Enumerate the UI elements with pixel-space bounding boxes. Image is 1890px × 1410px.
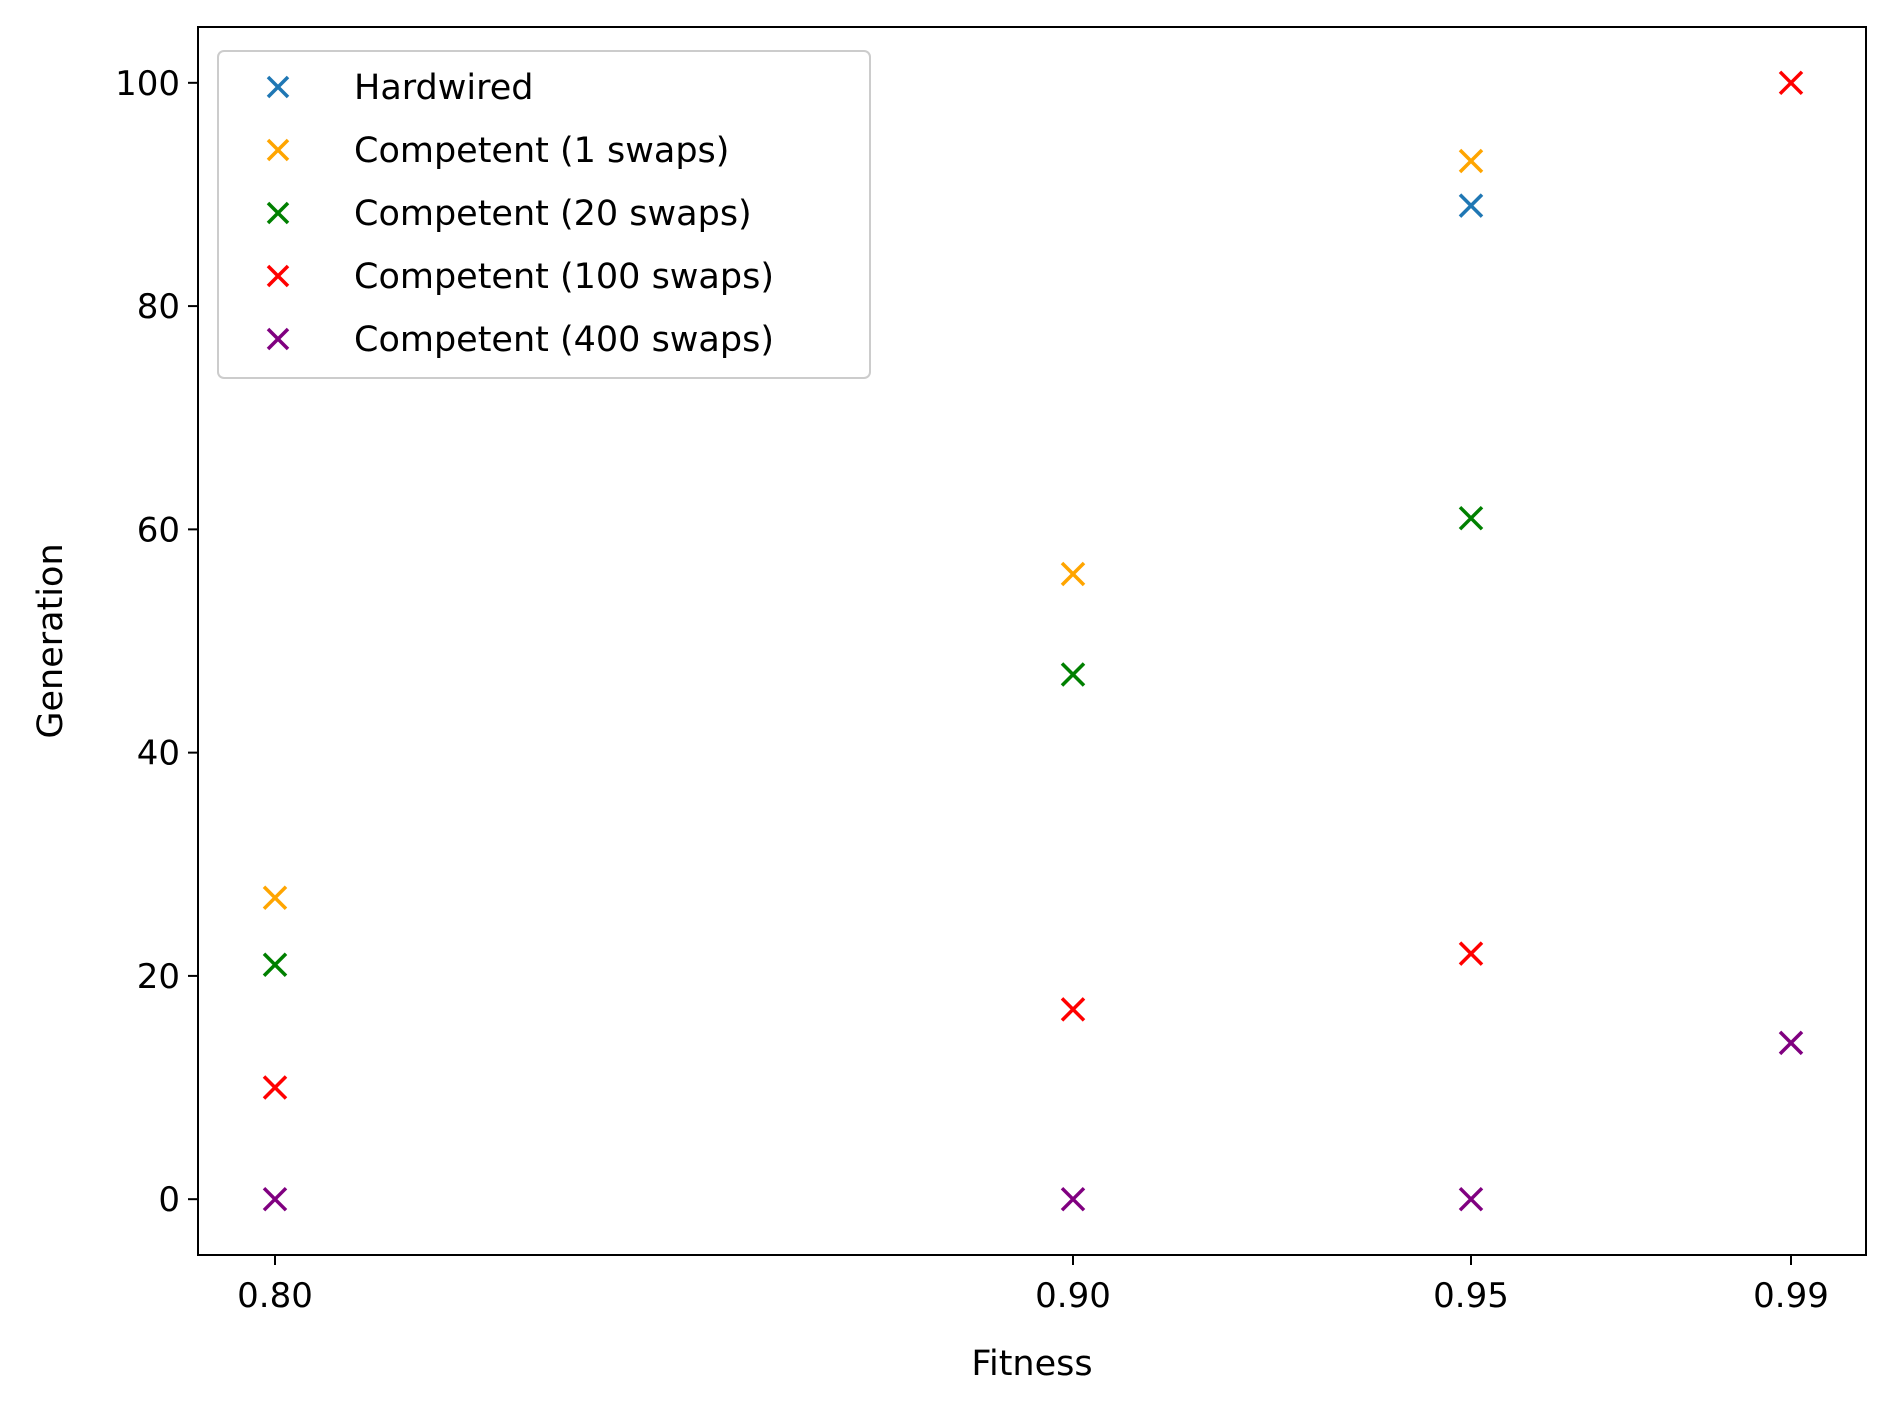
series-1 <box>1458 193 1484 218</box>
data-point <box>262 885 288 911</box>
legend-item: Competent (100 swaps) <box>266 257 774 297</box>
legend-item: Competent (20 swaps) <box>266 194 752 234</box>
x-axis-label: Fitness <box>971 1344 1092 1384</box>
data-point <box>1458 148 1484 174</box>
data-point <box>1060 662 1086 687</box>
axes-frame <box>197 26 1867 1256</box>
y-axis-label: Generation <box>31 543 71 738</box>
x-tick-label: 0.99 <box>1753 1276 1829 1316</box>
y-axis-ticks: 0 20 40 60 80 100 <box>115 64 198 1220</box>
series-5 <box>262 1030 1804 1212</box>
x-tick-label: 0.80 <box>237 1276 313 1316</box>
data-point <box>1458 941 1484 966</box>
y-tick-label: 80 <box>137 287 180 327</box>
data-point <box>262 1186 288 1212</box>
legend-label: Competent (400 swaps) <box>354 320 774 360</box>
data-point <box>1778 1030 1804 1056</box>
y-tick-label: 40 <box>137 734 180 774</box>
data-point <box>1458 193 1484 218</box>
data-point <box>262 952 288 977</box>
data-point <box>1458 1186 1484 1212</box>
x-tick-label: 0.95 <box>1433 1276 1509 1316</box>
y-tick-label: 0 <box>158 1180 180 1220</box>
legend-marker <box>266 264 290 288</box>
legend-label: Hardwired <box>354 68 533 108</box>
legend-marker <box>266 201 290 225</box>
legend-box <box>217 50 871 379</box>
data-point <box>1060 997 1086 1022</box>
series-3 <box>262 505 1484 977</box>
data-marks <box>262 70 1804 1212</box>
legend-item: Hardwired <box>266 68 533 108</box>
x-axis-ticks: 0.80 0.90 0.95 0.99 <box>237 1255 1829 1316</box>
data-point <box>1778 70 1804 96</box>
legend-marker <box>266 75 290 99</box>
legend-label: Competent (20 swaps) <box>354 194 752 234</box>
y-tick-label: 100 <box>115 64 180 104</box>
data-point <box>1060 561 1086 587</box>
data-point <box>1060 1186 1086 1212</box>
legend-item: Competent (1 swaps) <box>266 131 729 171</box>
series-4 <box>262 70 1804 1100</box>
legend-marker <box>266 138 290 162</box>
legend-marker <box>266 327 290 351</box>
y-tick-label: 60 <box>137 510 180 550</box>
legend-label: Competent (1 swaps) <box>354 131 729 171</box>
legend-label: Competent (100 swaps) <box>354 257 774 297</box>
x-tick-label: 0.90 <box>1035 1276 1111 1316</box>
series-2 <box>262 148 1484 911</box>
legend: Hardwired Competent (1 swaps) Competent (2… <box>217 50 871 379</box>
data-point <box>1458 505 1484 531</box>
y-tick-label: 20 <box>137 957 180 997</box>
legend-item: Competent (400 swaps) <box>266 320 774 360</box>
data-point <box>262 1075 288 1100</box>
